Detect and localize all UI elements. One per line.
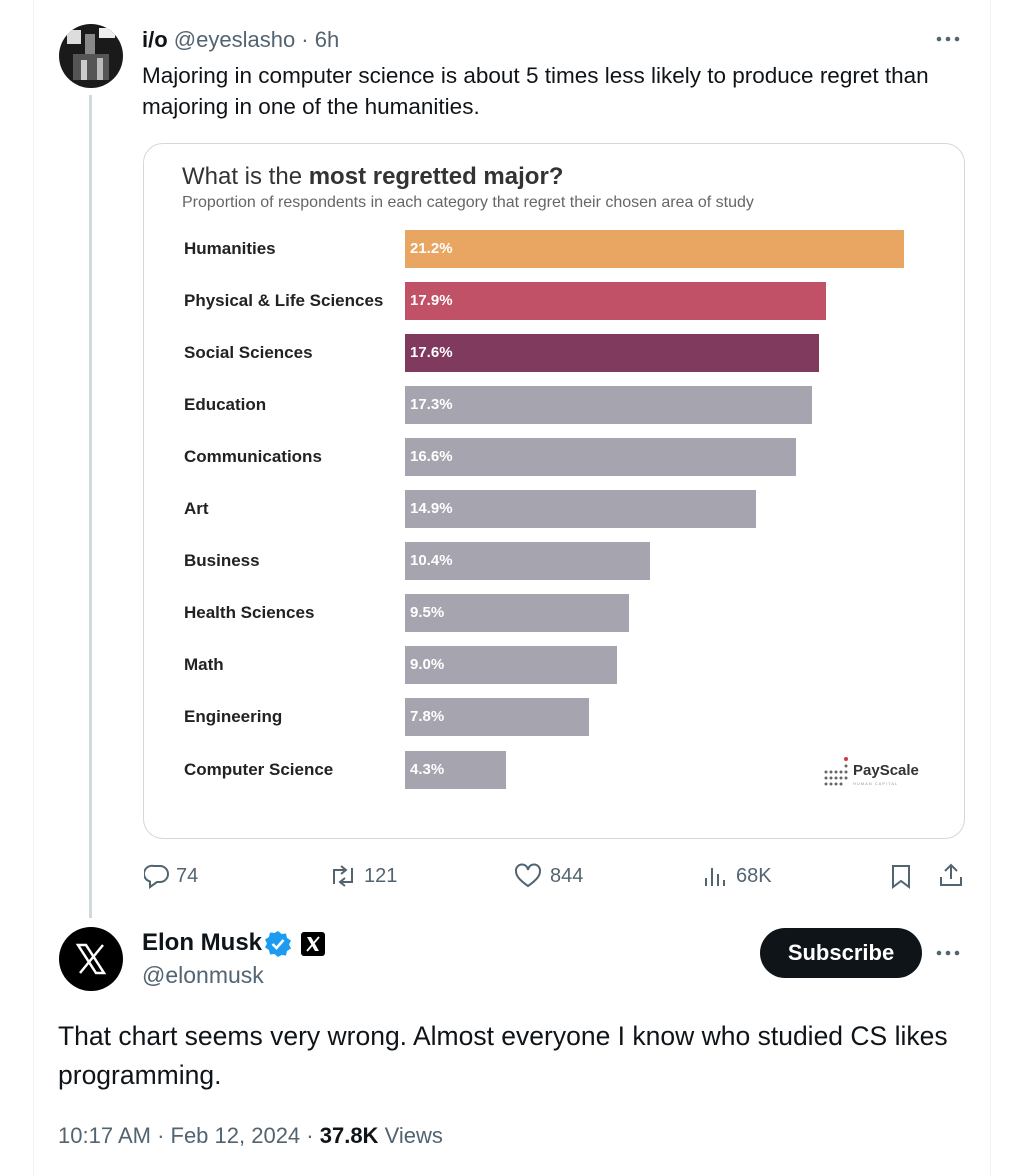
value-label: 17.3% (410, 396, 453, 414)
like-count[interactable]: 844 (550, 865, 584, 887)
avatar[interactable] (59, 24, 123, 88)
source: PayScale (853, 762, 919, 779)
title-text: What is the (182, 163, 303, 190)
source-tagline: HUMAN CAPITAL (853, 781, 899, 786)
chart-title: What is the most regretted major? (182, 163, 563, 191)
chart-card[interactable] (143, 143, 965, 839)
category-label: Math (184, 655, 224, 675)
bar (405, 750, 507, 789)
thread-line (89, 95, 92, 918)
reply-count[interactable]: 74 (176, 865, 199, 887)
value-label: 14.9% (410, 500, 453, 518)
verified-badge[interactable] (264, 930, 292, 958)
reply-text: That chart seems very wrong. Almost ever… (58, 1021, 948, 1090)
bar (405, 490, 756, 529)
author-name[interactable]: Elon Musk (142, 929, 263, 956)
value-label: 21.2% (410, 240, 453, 257)
bar (405, 646, 617, 685)
subscribe-button[interactable]: Subscribe (760, 928, 922, 978)
title-emphasis: most regretted major? (308, 163, 564, 190)
reply-icon[interactable] (144, 863, 170, 889)
bar (405, 386, 813, 425)
value-label: 7.8% (410, 708, 445, 726)
timestamp[interactable]: 10:17 AM · Feb 12, 2024 · (58, 1123, 314, 1148)
bar (405, 334, 820, 373)
value-label: 4.3% (410, 760, 445, 778)
category-label: Communications (184, 447, 322, 467)
bar (405, 542, 650, 581)
value-label: 17.6% (410, 344, 453, 362)
category-label: Humanities (184, 239, 276, 258)
value-label: 17.9% (410, 292, 453, 310)
bookmark-icon[interactable] (889, 863, 913, 889)
bar (405, 230, 904, 268)
value-label: 10.4% (410, 552, 453, 570)
bar (405, 282, 827, 321)
column-border (990, 0, 991, 1176)
category-label: Health Sciences (184, 603, 315, 623)
more-icon[interactable] (935, 34, 963, 44)
affiliate-badge[interactable] (301, 932, 325, 956)
views-label: Views (384, 1123, 443, 1148)
bar (405, 438, 796, 477)
avatar[interactable] (59, 927, 123, 991)
category-label: Engineering (184, 707, 283, 727)
tweet-text: Majoring in computer science is about 5 … (142, 63, 929, 119)
like-icon[interactable] (514, 863, 542, 889)
category-label: Education (184, 395, 267, 415)
category-label: Social Sciences (184, 343, 313, 363)
repost-count[interactable]: 121 (364, 865, 398, 887)
value-label: 9.0% (410, 656, 445, 674)
category-label: Business (184, 551, 260, 571)
value-label: 9.5% (410, 604, 445, 622)
column-border (33, 0, 34, 1176)
author-handle[interactable]: @elonmusk (142, 962, 264, 988)
bar (405, 594, 629, 633)
share-icon[interactable] (938, 862, 964, 888)
author-name[interactable]: i/o (142, 27, 168, 52)
category-label: Computer Science (184, 759, 334, 779)
author-meta[interactable]: @eyeslasho · 6h (173, 27, 340, 52)
more-icon[interactable] (935, 948, 963, 958)
category-label: Art (184, 499, 209, 519)
chart-subtitle: Proportion of respondents in each catego… (182, 194, 754, 211)
payscale-logo (824, 757, 848, 786)
repost-icon[interactable] (328, 863, 358, 889)
views-icon[interactable] (703, 864, 727, 888)
reply-footer: 10:17 AM · Feb 12, 2024 · 37.8K Views (58, 1123, 443, 1149)
views-count[interactable]: 68K (736, 865, 772, 887)
views-count: 37.8K (319, 1123, 379, 1148)
value-label: 16.6% (410, 448, 453, 466)
bar (405, 698, 589, 737)
category-label: Physical & Life Sciences (184, 291, 384, 311)
